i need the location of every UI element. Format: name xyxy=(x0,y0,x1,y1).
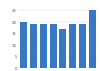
Bar xyxy=(30,24,37,68)
Bar xyxy=(79,24,86,68)
Bar xyxy=(60,29,66,68)
Bar xyxy=(50,24,56,68)
Bar xyxy=(89,11,96,68)
Bar xyxy=(69,24,76,68)
Bar xyxy=(40,24,47,68)
Bar xyxy=(20,22,27,68)
